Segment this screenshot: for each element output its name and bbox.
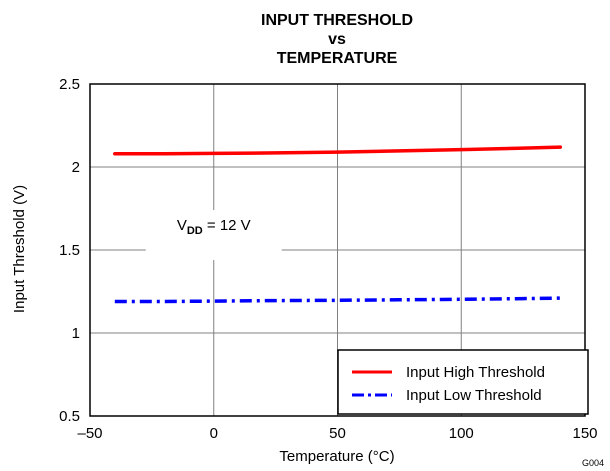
- plot-frame: [89, 83, 586, 417]
- figure-id: G004: [582, 458, 604, 468]
- series-line-input-high: [113, 145, 563, 156]
- legend-label-low: Input Low Threshold: [406, 387, 542, 404]
- legend-label-high: Input High Threshold: [406, 364, 545, 381]
- y-tick-label: 1.5: [59, 242, 80, 259]
- tick-labels: –50 0 50 100 150 0.5 1 1.5 2 2.5: [59, 76, 597, 442]
- annotation-main: V: [177, 217, 187, 234]
- y-axis-label: Input Threshold (V): [11, 185, 28, 313]
- vdd-annotation: VDD = 12 V: [145, 210, 282, 261]
- legend: Input High Threshold Input Low Threshold: [337, 349, 589, 415]
- x-axis-label: Temperature (°C): [279, 448, 394, 465]
- series-layer: [113, 145, 563, 304]
- chart-title-line-1: INPUT THRESHOLD: [261, 12, 413, 29]
- chart-title-line-3: TEMPERATURE: [277, 50, 398, 67]
- annotation-text: VDD = 12 V: [177, 217, 251, 237]
- x-tick-label: 0: [210, 425, 218, 442]
- y-tick-label: 2.5: [59, 76, 80, 93]
- annotation-subscript: DD: [187, 225, 203, 237]
- annotation-background: [145, 210, 282, 261]
- x-tick-label: –50: [77, 425, 102, 442]
- y-tick-label: 1: [72, 325, 80, 342]
- y-tick-label: 2: [72, 159, 80, 176]
- legend-box: [337, 349, 589, 415]
- y-tick-label: 0.5: [59, 408, 80, 425]
- chart-title-line-2: vs: [328, 31, 346, 48]
- x-tick-label: 150: [572, 425, 597, 442]
- x-tick-label: 50: [329, 425, 346, 442]
- annotation-rest: = 12 V: [203, 217, 251, 234]
- x-tick-label: 100: [449, 425, 474, 442]
